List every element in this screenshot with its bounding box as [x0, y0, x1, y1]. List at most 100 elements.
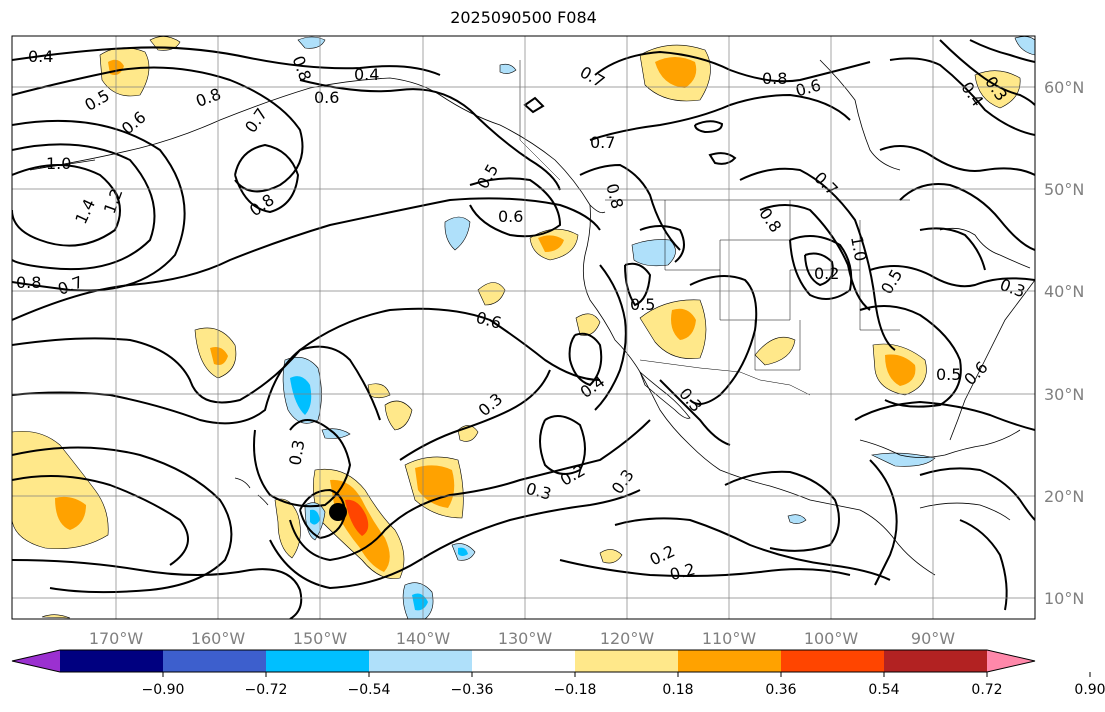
contour-label: 1.0 [847, 235, 870, 263]
shade-lightblue [499, 63, 517, 74]
shade-lightblue [631, 239, 676, 267]
lon-label: 120°W [600, 629, 655, 648]
shade-lightblue [444, 216, 471, 251]
shade-yellow [477, 282, 506, 306]
contour-line [939, 39, 1035, 106]
contour-line [399, 369, 551, 461]
lon-label: 150°W [293, 629, 348, 648]
shade-yellow [384, 400, 413, 431]
coastline-alaska [29, 77, 606, 214]
colorbar-segment [781, 650, 885, 672]
contour-label: 0.4 [354, 65, 379, 84]
contour-line [639, 225, 685, 263]
contour-line [659, 379, 731, 446]
border-state [719, 269, 860, 321]
contour-line [234, 143, 300, 214]
coastline-cuba [919, 502, 1011, 521]
shade-orange [210, 347, 228, 365]
colorbar-extend-low [12, 650, 60, 672]
lat-axis: 60°N 50°N 40°N 30°N 20°N 10°N [1044, 78, 1084, 608]
contour-line [899, 183, 1035, 251]
coastline-east [949, 279, 1035, 441]
shade-lightblue [787, 514, 807, 524]
contour-line [12, 66, 304, 193]
shade-orange [655, 57, 697, 88]
contour-label: 0.4 [28, 47, 53, 66]
lat-label: 40°N [1044, 282, 1084, 301]
shade-orange [885, 354, 916, 386]
border-us-mexico [639, 359, 811, 396]
colorbar-tick-label: 0.18 [662, 682, 693, 698]
contour-line [12, 119, 186, 292]
colorbar-tick-label: 0.90 [1074, 682, 1105, 698]
contour-label: 0.2 [814, 264, 839, 283]
contour-label: 1.0 [46, 154, 71, 173]
state-borders [519, 60, 910, 396]
contour-line [594, 50, 871, 83]
contour-line [12, 475, 189, 566]
colorbar-tick-label: −0.54 [348, 682, 391, 698]
contour-label: 0.5 [936, 365, 961, 384]
contour-line [539, 415, 586, 475]
contour-label: 0.5 [630, 295, 655, 314]
colorbar [11, 649, 1036, 673]
border-state [859, 220, 900, 331]
colorbar-tick-label: 0.54 [868, 682, 899, 698]
coastline-west [582, 204, 936, 576]
shade-blue [310, 509, 320, 525]
contour-line [12, 46, 441, 76]
contour-line [724, 470, 840, 552]
contour-line [759, 204, 871, 311]
contour-line [959, 519, 1008, 611]
graticule [12, 36, 1035, 619]
lat-label: 10°N [1044, 589, 1084, 608]
contour-label: 0.8 [762, 69, 787, 88]
colorbar-segment [163, 650, 267, 672]
lat-label: 60°N [1044, 78, 1084, 97]
contour-line [869, 265, 1035, 288]
shade-yellow [599, 549, 623, 564]
colorbar-extend-high [987, 650, 1035, 672]
shade-blue [290, 376, 312, 415]
contour-line [708, 152, 737, 165]
colorbar-tick-label: 0.36 [765, 682, 796, 698]
contour-line [889, 57, 1035, 136]
contour-line [579, 163, 681, 251]
border-state [754, 320, 801, 371]
colorbar-tick-label: −0.72 [245, 682, 288, 698]
contour-line [589, 93, 851, 141]
coastline-hudson [819, 59, 901, 171]
contour-label: 0.3 [285, 438, 308, 466]
lon-label: 110°W [702, 629, 757, 648]
colorbar-segment [678, 650, 782, 672]
contour-small [523, 96, 737, 165]
contour-line [299, 79, 561, 191]
lon-axis: 170°W 160°W 150°W 140°W 130°W 120°W 110°… [89, 629, 955, 648]
lon-label: 140°W [396, 629, 451, 648]
shade-yellow [12, 431, 109, 550]
contour-label: 0.6 [498, 207, 523, 226]
colorbar-segment [369, 650, 473, 672]
colorbar-tick-label: 0.72 [971, 682, 1002, 698]
contour-line [253, 419, 352, 508]
lat-label: 30°N [1044, 385, 1084, 404]
contour-label: 0.7 [590, 133, 615, 152]
shade-yellow [575, 313, 601, 336]
colorbar-tick-label: −0.18 [554, 682, 597, 698]
contour-line [694, 120, 724, 134]
coastline-baja [639, 371, 691, 419]
coastlines [29, 59, 1035, 576]
colorbar-segment [60, 650, 164, 672]
lon-label: 160°W [191, 629, 246, 648]
shade-blue [458, 547, 468, 556]
lon-label: 130°W [498, 629, 553, 648]
colorbar-segment [575, 650, 679, 672]
storm-center-icon [329, 503, 347, 521]
contour-line [469, 177, 562, 238]
shade-lightblue [1014, 36, 1035, 56]
contour-line [624, 262, 652, 307]
shade-red [345, 499, 369, 536]
contour-line [869, 459, 898, 586]
contour-line [12, 197, 601, 321]
